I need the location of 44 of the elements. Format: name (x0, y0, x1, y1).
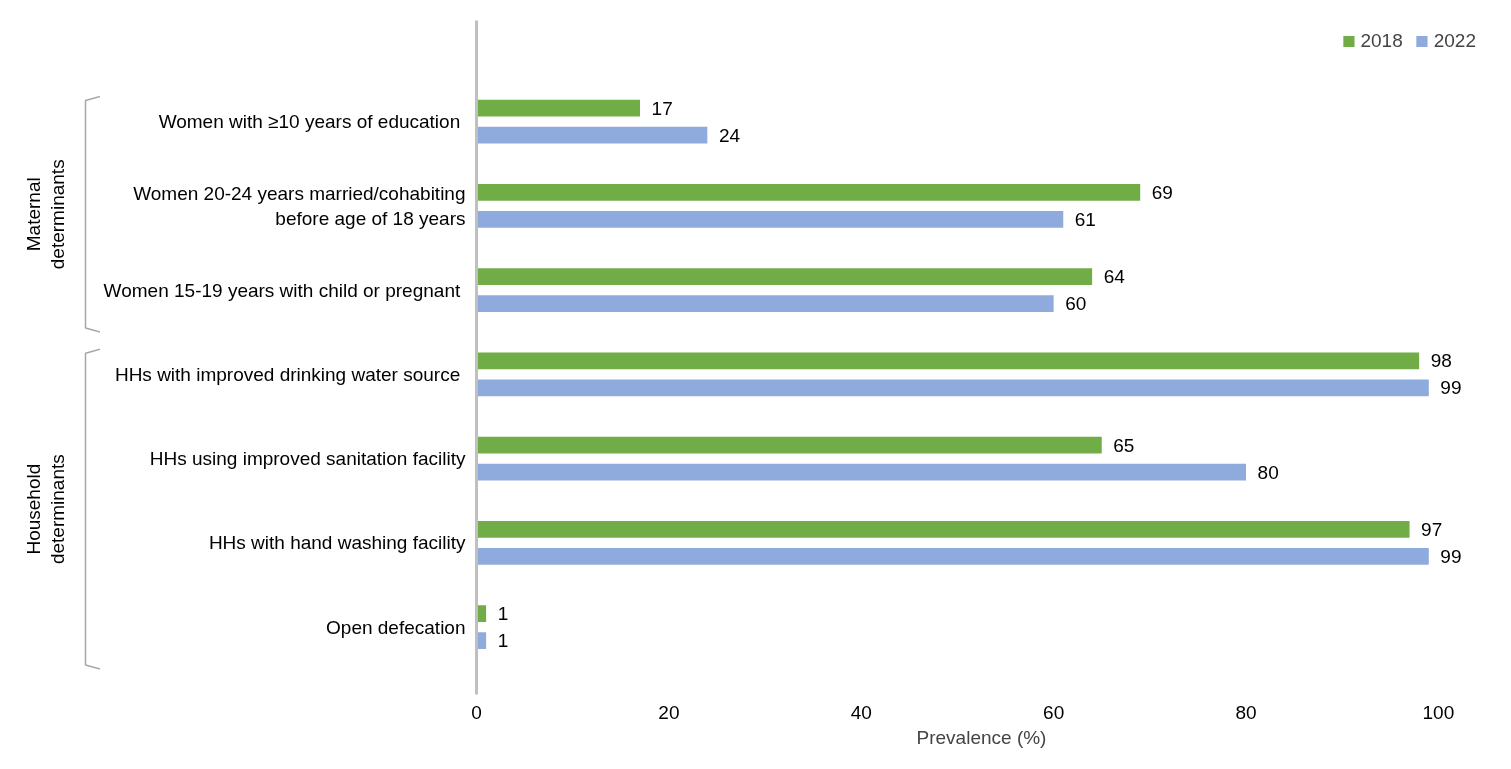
x-tick-label: 0 (471, 701, 482, 723)
data-label: 24 (718, 124, 741, 146)
y-tick-label: HHs with improved drinking water source (114, 363, 461, 385)
x-tick-label: 80 (1235, 701, 1257, 723)
y-tick-label: Open defecation (326, 616, 466, 638)
text: Household determinants (23, 454, 68, 565)
data-label: 98 (1430, 350, 1452, 372)
bar (476, 436, 1102, 454)
bar (476, 352, 1420, 370)
bar (476, 99, 641, 117)
data-label: 61 (1074, 208, 1096, 230)
data-label: 60 (1065, 293, 1087, 315)
y-tick-label: Women with ≥10 years of education (158, 111, 461, 133)
bar (476, 520, 1410, 538)
legend-label: 2018 (1360, 30, 1403, 52)
data-label: 64 (1103, 266, 1126, 288)
y-tick-label: HHs with hand washing facility (208, 532, 466, 554)
legend-label: 2022 (1433, 30, 1476, 52)
y-tick-label: HHs using improved sanitation facility (149, 448, 466, 470)
data-label: 17 (651, 97, 673, 119)
x-tick-label: 20 (658, 701, 680, 723)
bar (476, 379, 1429, 397)
x-axis-title: Prevalence (%) (916, 726, 1047, 748)
y-tick-label: Women 15-19 years with child or pregnant (103, 279, 461, 301)
x-tick-label: 60 (1043, 701, 1065, 723)
data-label: 1 (497, 603, 509, 625)
text: Maternal determinants (23, 159, 68, 270)
data-label: 80 (1257, 461, 1279, 483)
data-label: 99 (1440, 377, 1462, 399)
y-tick-label: Women 20-24 years married/cohabiting before age of 18 years (133, 182, 466, 229)
data-label: 1 (497, 630, 509, 652)
data-label: 65 (1113, 434, 1135, 456)
data-label: 99 (1440, 545, 1462, 567)
bar (476, 268, 1093, 286)
data-label: 69 (1151, 181, 1173, 203)
x-tick-label: 100 (1422, 701, 1455, 723)
bar (476, 547, 1429, 565)
data-label: 97 (1421, 518, 1443, 540)
bar (476, 183, 1141, 201)
bar (476, 295, 1054, 312)
bar (476, 463, 1247, 481)
bar (476, 210, 1064, 228)
x-tick-label: 40 (850, 701, 872, 723)
bar (476, 126, 708, 144)
